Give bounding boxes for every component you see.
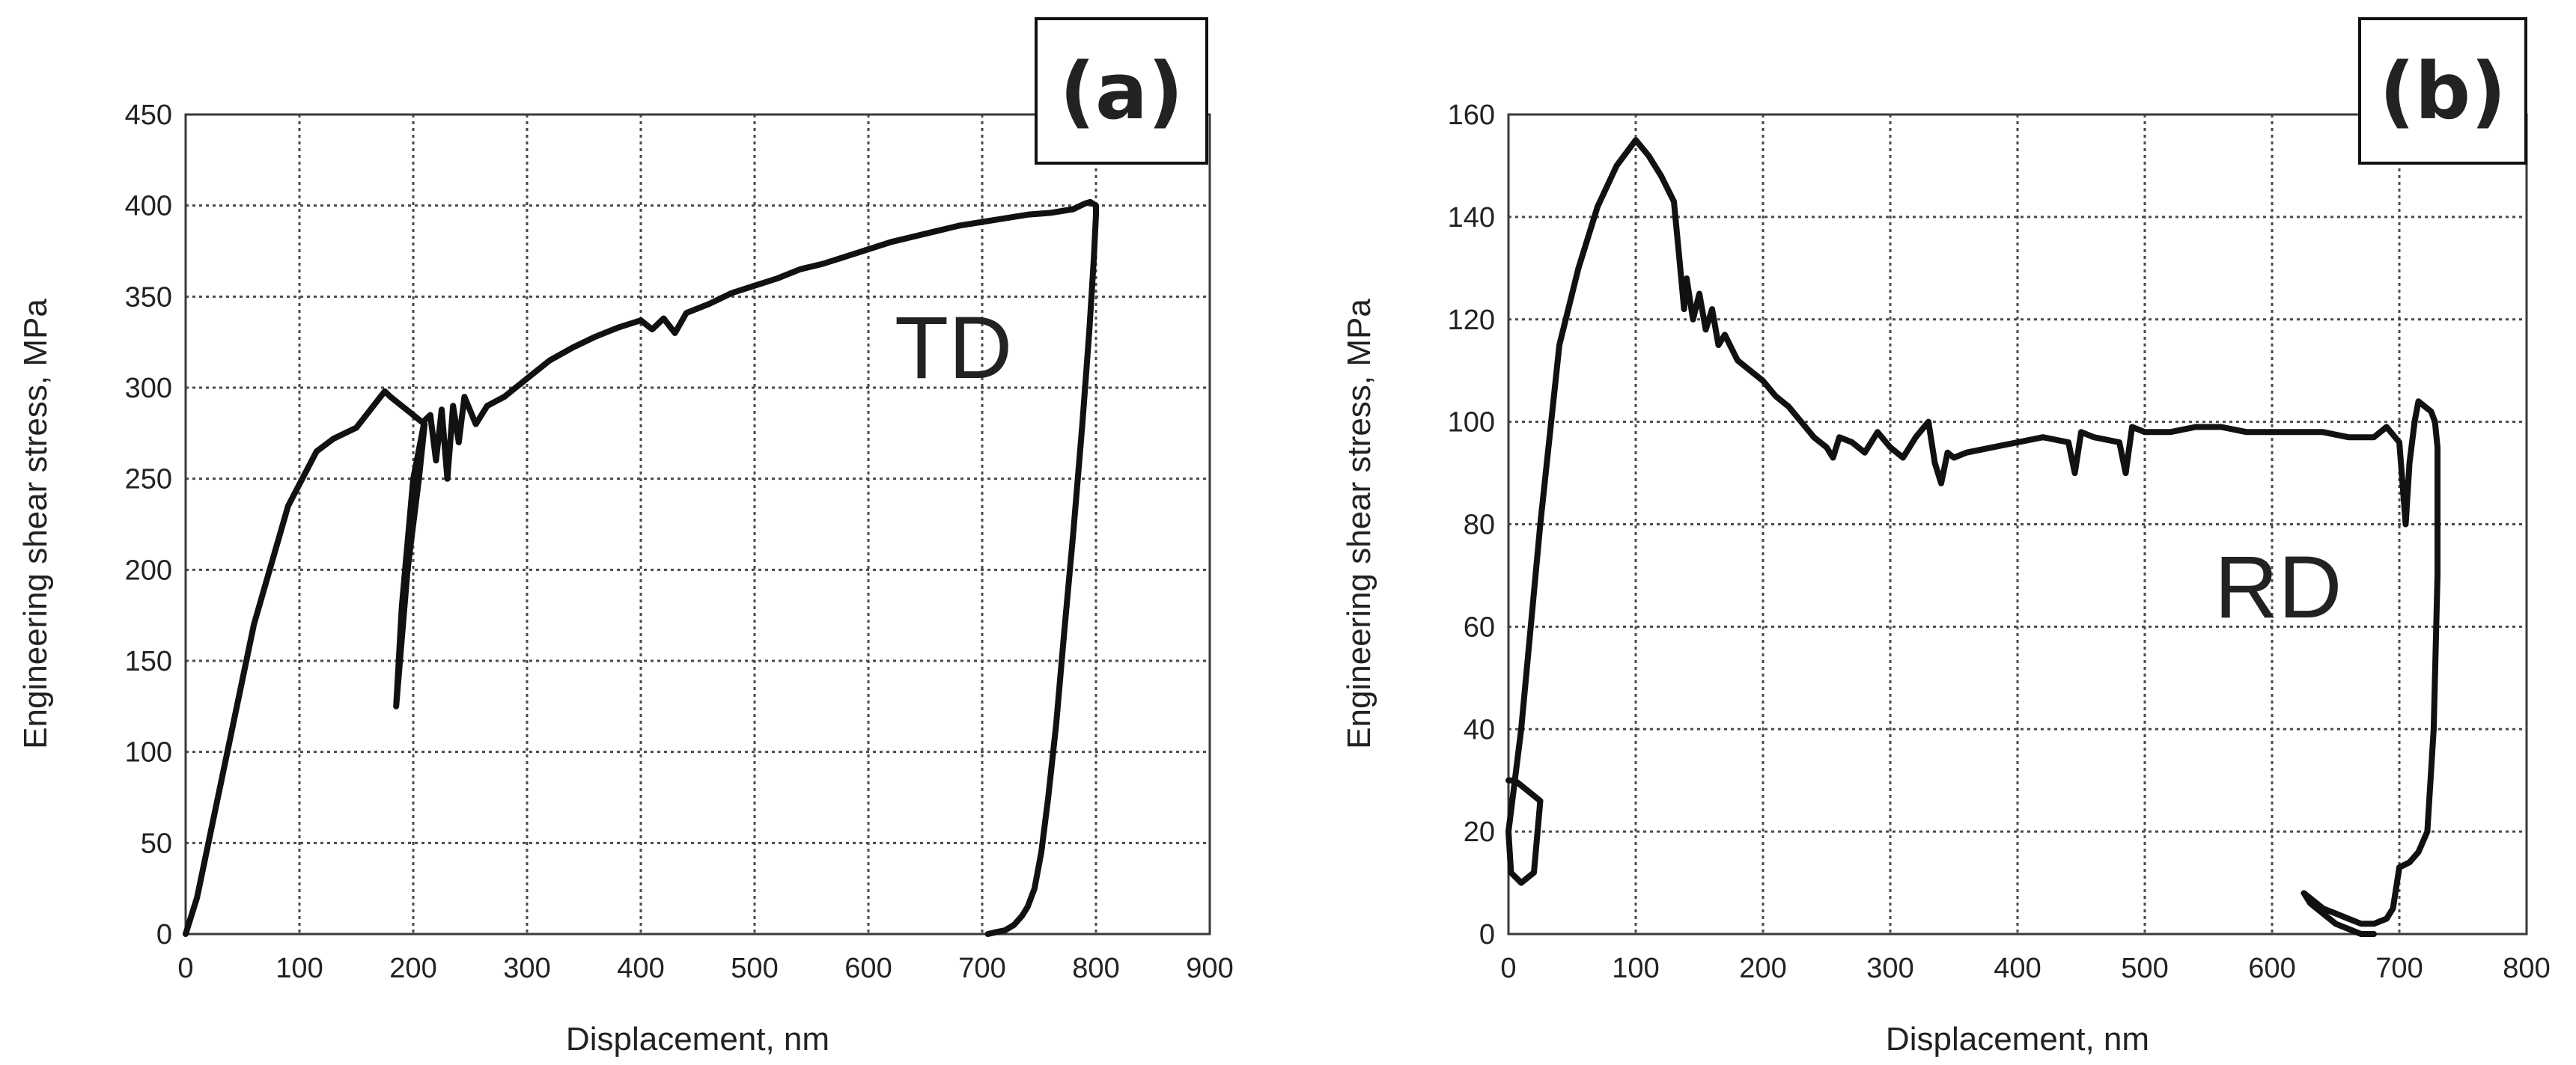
panel-b-y-axis-label: Engineering shear stress, MPa — [1341, 299, 1377, 749]
panel-b-y-tick-labels: 0 20 40 60 80 100 120 140 160 — [1448, 100, 1495, 950]
panel-a-series-line-td — [183, 198, 1099, 937]
panel-a-y-tick-label: 150 — [125, 646, 172, 677]
panel-a-x-tick-label: 700 — [958, 953, 1005, 984]
panel-b-x-tick-label: 400 — [1994, 953, 2041, 984]
panel-b-y-tick-label: 40 — [1464, 714, 1495, 745]
panel-a-y-axis-label: Engineering shear stress, MPa — [17, 299, 54, 749]
panel-a-y-tick-label: 50 — [141, 828, 172, 859]
panel-a-plot-frame — [184, 113, 1211, 936]
panel-a-x-tick-label: 600 — [844, 953, 892, 984]
panel-a-y-tick-label: 350 — [125, 281, 172, 313]
panel-b-x-tick-labels: 0 100 200 300 400 500 600 700 800 — [1500, 953, 2550, 984]
panel-a-y-tick-label: 250 — [125, 464, 172, 495]
panel-a-y-tick-label: 0 — [156, 919, 172, 950]
panel-a-x-axis-label: Displacement, nm — [566, 1021, 829, 1058]
panel-a-chart: 0 50 100 150 200 250 300 350 400 450 0 100 200 300 40… — [17, 17, 1234, 1058]
panel-b-y-tick-label: 120 — [1448, 305, 1495, 336]
panel-a-x-tick-label: 500 — [731, 953, 778, 984]
panel-b-x-axis-label: Displacement, nm — [1886, 1021, 2149, 1058]
panel-b-plot-frame — [1507, 113, 2528, 936]
panel-a-x-tick-labels: 0 100 200 300 400 500 600 700 800 900 — [177, 953, 1233, 984]
panel-b-series-label: RD — [2214, 538, 2342, 637]
panel-b-x-tick-label: 600 — [2248, 953, 2295, 984]
panel-a-y-tick-labels: 0 50 100 150 200 250 300 350 400 450 — [125, 100, 172, 950]
panel-b-chart: 0 20 40 60 80 100 120 140 160 0 100 200 300 400 500 60… — [1341, 17, 2551, 1058]
panel-a-x-tick-label: 0 — [177, 953, 193, 984]
panel-a-tag: (a) — [1059, 46, 1183, 137]
panel-b-x-tick-label: 100 — [1612, 953, 1659, 984]
panel-b-series-line-rd — [1505, 137, 2440, 937]
panel-a-series-label: TD — [895, 299, 1012, 397]
panel-b-tag-box — [2358, 17, 2527, 165]
panel-a-y-tick-label: 400 — [125, 191, 172, 222]
panel-b-y-tick-label: 60 — [1464, 611, 1495, 643]
panel-b-x-tick-label: 300 — [1866, 953, 1913, 984]
panel-a-y-tick-label: 200 — [125, 555, 172, 586]
panel-b-x-tick-label: 200 — [1739, 953, 1786, 984]
panel-a-x-tick-label: 900 — [1186, 953, 1233, 984]
panel-a-x-tick-label: 100 — [275, 953, 323, 984]
panel-a-tag-box — [1035, 17, 1208, 165]
panel-b-y-tick-label: 20 — [1464, 817, 1495, 848]
panel-a-y-tick-label: 100 — [125, 737, 172, 769]
panel-a-x-tick-label: 800 — [1072, 953, 1119, 984]
panel-b-x-tick-label: 500 — [2121, 953, 2168, 984]
panel-b-y-tick-label: 80 — [1464, 510, 1495, 541]
panel-b-y-tick-label: 100 — [1448, 407, 1495, 439]
panel-b-gridlines — [1508, 115, 2527, 934]
panel-b-y-tick-label: 160 — [1448, 100, 1495, 131]
panel-a-x-tick-label: 200 — [389, 953, 436, 984]
panel-a-y-tick-label: 300 — [125, 373, 172, 404]
panel-a-y-tick-label: 450 — [125, 100, 172, 131]
panel-b-y-tick-label: 140 — [1448, 202, 1495, 234]
panel-b-x-tick-label: 800 — [2503, 953, 2550, 984]
panel-b-y-tick-label: 0 — [1479, 919, 1495, 950]
panel-b-x-tick-label: 700 — [2375, 953, 2423, 984]
panel-b-tag: (b) — [2379, 46, 2506, 137]
panel-a-x-tick-label: 400 — [617, 953, 664, 984]
panel-a-x-tick-label: 300 — [503, 953, 550, 984]
panel-a-gridlines — [186, 115, 1210, 934]
panel-b-x-tick-label: 0 — [1500, 953, 1516, 984]
